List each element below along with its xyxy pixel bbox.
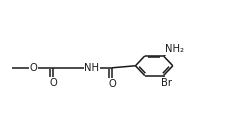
Text: Br: Br [161, 78, 172, 88]
Text: O: O [49, 78, 57, 88]
Text: O: O [29, 63, 37, 73]
Text: NH₂: NH₂ [165, 44, 184, 54]
Text: O: O [108, 79, 116, 89]
Text: NH: NH [84, 63, 99, 73]
